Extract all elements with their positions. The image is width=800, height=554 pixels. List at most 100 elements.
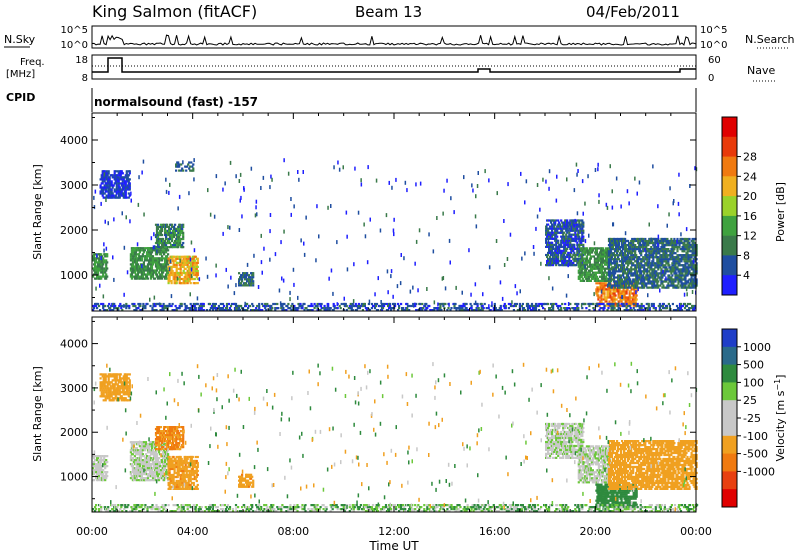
power-cell [529, 309, 533, 312]
power-cell [112, 309, 115, 312]
power-cell [647, 248, 650, 251]
power-cell [265, 304, 268, 308]
power-cell [597, 290, 600, 293]
power-cell [686, 260, 689, 263]
power-cell [652, 286, 655, 289]
power-cell [102, 273, 105, 276]
power-cell [240, 276, 243, 279]
power-cell [629, 262, 632, 265]
power-cell [691, 280, 694, 283]
power-cell [583, 253, 586, 256]
power-cell [190, 161, 193, 164]
power-sparse-echoes [93, 158, 698, 310]
power-cell [432, 249, 435, 254]
power-cell [94, 189, 97, 194]
power-cell [504, 307, 507, 310]
power-cell [249, 304, 252, 308]
power-cell [332, 291, 334, 296]
power-cell [227, 284, 229, 289]
power-cell [633, 280, 636, 283]
power-cell [174, 231, 177, 234]
power-cell [476, 304, 479, 308]
power-region-5 [175, 161, 195, 172]
power-cell [225, 302, 229, 306]
power-cell [598, 279, 602, 282]
power-cell [400, 253, 402, 257]
power-cell [625, 286, 628, 289]
power-cell [148, 263, 152, 266]
power-cell [632, 256, 635, 259]
power-cell [584, 302, 587, 306]
power-cell [167, 253, 170, 256]
cpid-text: normalsound (fast) -157 [94, 95, 258, 109]
power-cell [366, 307, 369, 310]
power-cell [545, 253, 548, 257]
power-cell [652, 302, 655, 306]
power-cell [145, 257, 149, 260]
power-cell [620, 268, 623, 271]
power-cell [610, 284, 614, 287]
power-cell [658, 307, 661, 310]
power-cell [450, 307, 453, 310]
power-cell [573, 239, 576, 242]
power-cell [166, 247, 169, 250]
power-cell [643, 244, 646, 247]
power-cell [292, 267, 295, 272]
power-cell [621, 286, 624, 289]
power-cell [619, 290, 622, 293]
power-cell [619, 248, 622, 251]
power-cell [104, 196, 107, 199]
power-cell [638, 276, 641, 279]
power-cell [564, 241, 567, 244]
power-cell [634, 296, 637, 299]
power-cell [175, 227, 178, 230]
power-cell [297, 295, 299, 300]
power-cell [110, 180, 113, 183]
power-cell [657, 246, 660, 249]
power-cell [607, 290, 610, 293]
power-cell [621, 250, 624, 253]
power-cell [122, 184, 125, 187]
power-cell [652, 260, 655, 263]
power-cell [190, 307, 193, 310]
power-cell [269, 229, 271, 234]
power-cell [193, 158, 195, 163]
power-cell [642, 309, 645, 312]
power-cell [255, 307, 258, 310]
power-cell [664, 258, 667, 261]
power-cell [642, 250, 645, 253]
power-cell [196, 259, 199, 262]
power-cell [673, 248, 676, 251]
power-cell [588, 263, 591, 266]
power-cell [567, 235, 570, 238]
power-cell [145, 251, 149, 254]
power-cell [679, 302, 683, 306]
power-cell [153, 302, 156, 306]
power-cell [99, 265, 102, 268]
power-cell [218, 307, 221, 310]
power-cell [565, 229, 568, 232]
power-cell [643, 268, 646, 271]
power-cell [105, 170, 108, 173]
power-cell [581, 233, 584, 236]
power-cell [182, 246, 185, 249]
power-cell [126, 270, 129, 275]
power-cell [345, 210, 348, 215]
power-cell [667, 248, 670, 251]
power-cell [695, 284, 698, 287]
power-cell [157, 249, 161, 252]
power-cell [392, 228, 395, 233]
power-cell [215, 263, 217, 268]
power-cell [148, 257, 152, 260]
power-cell [606, 283, 609, 288]
power-cell [125, 215, 127, 220]
power-cell [412, 285, 414, 290]
power-cell [162, 247, 165, 250]
power-cell [534, 309, 538, 312]
power-cell [656, 282, 659, 285]
power-cell [678, 262, 681, 265]
power-cell [137, 275, 140, 278]
power-cell [566, 231, 569, 234]
power-cell [657, 304, 660, 308]
power-cell [608, 302, 611, 306]
